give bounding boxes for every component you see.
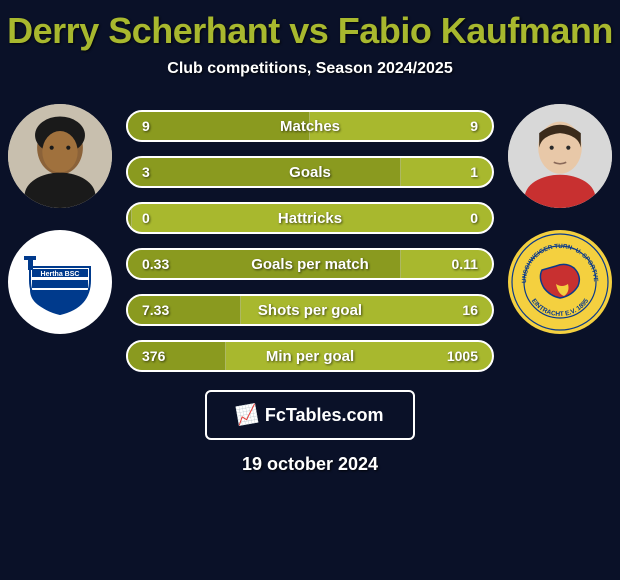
stat-value-right: 9 (470, 118, 478, 134)
player-right-avatar (508, 104, 612, 208)
date-label: 19 october 2024 (0, 454, 620, 475)
stat-label: Matches (280, 118, 340, 135)
stat-value-left: 376 (142, 348, 165, 364)
watermark: 📈 FcTables.com (205, 390, 415, 440)
stat-value-right: 0 (470, 210, 478, 226)
stat-bar: 9 Matches 9 (126, 110, 494, 142)
stat-value-right: 0.11 (452, 256, 478, 272)
stat-value-right: 16 (462, 302, 478, 318)
stat-label: Min per goal (266, 348, 354, 365)
stat-value-left: 7.33 (142, 302, 169, 318)
stat-label: Goals per match (251, 256, 369, 273)
comparison-row: Hertha BSC 9 Matches 9 3 Goals 1 0 Hattricks 0 0.… (0, 96, 620, 372)
stat-value-right: 1005 (447, 348, 478, 364)
player-left-avatar (8, 104, 112, 208)
stat-bar: 7.33 Shots per goal 16 (126, 294, 494, 326)
stat-label: Goals (289, 164, 331, 181)
svg-text:Hertha BSC: Hertha BSC (41, 271, 80, 278)
stat-bar: 376 Min per goal 1005 (126, 340, 494, 372)
stat-value-right: 1 (470, 164, 478, 180)
stat-value-left: 3 (142, 164, 150, 180)
stat-value-left: 9 (142, 118, 150, 134)
watermark-text: FcTables.com (265, 405, 384, 426)
stat-value-left: 0.33 (142, 256, 169, 272)
stat-bar: 0.33 Goals per match 0.11 (126, 248, 494, 280)
right-column: BRAUNSCHWEIGER TURN- U. SPORTVEREIN EINT… (506, 96, 614, 334)
stat-bar-fill (128, 204, 132, 232)
stat-bar: 0 Hattricks 0 (126, 202, 494, 234)
stat-bar: 3 Goals 1 (126, 156, 494, 188)
stat-value-left: 0 (142, 210, 150, 226)
stat-bar-fill (128, 158, 401, 186)
stat-bars: 9 Matches 9 3 Goals 1 0 Hattricks 0 0.33 Goals per… (126, 96, 494, 372)
subtitle: Club competitions, Season 2024/2025 (0, 60, 620, 78)
stat-label: Hattricks (278, 210, 342, 227)
stat-label: Shots per goal (258, 302, 362, 319)
club-right-badge: BRAUNSCHWEIGER TURN- U. SPORTVEREIN EINT… (508, 230, 612, 334)
left-column: Hertha BSC (6, 96, 114, 334)
club-left-badge: Hertha BSC (8, 230, 112, 334)
page-title: Derry Scherhant vs Fabio Kaufmann (0, 10, 620, 52)
chart-icon: 📈 (235, 403, 261, 428)
